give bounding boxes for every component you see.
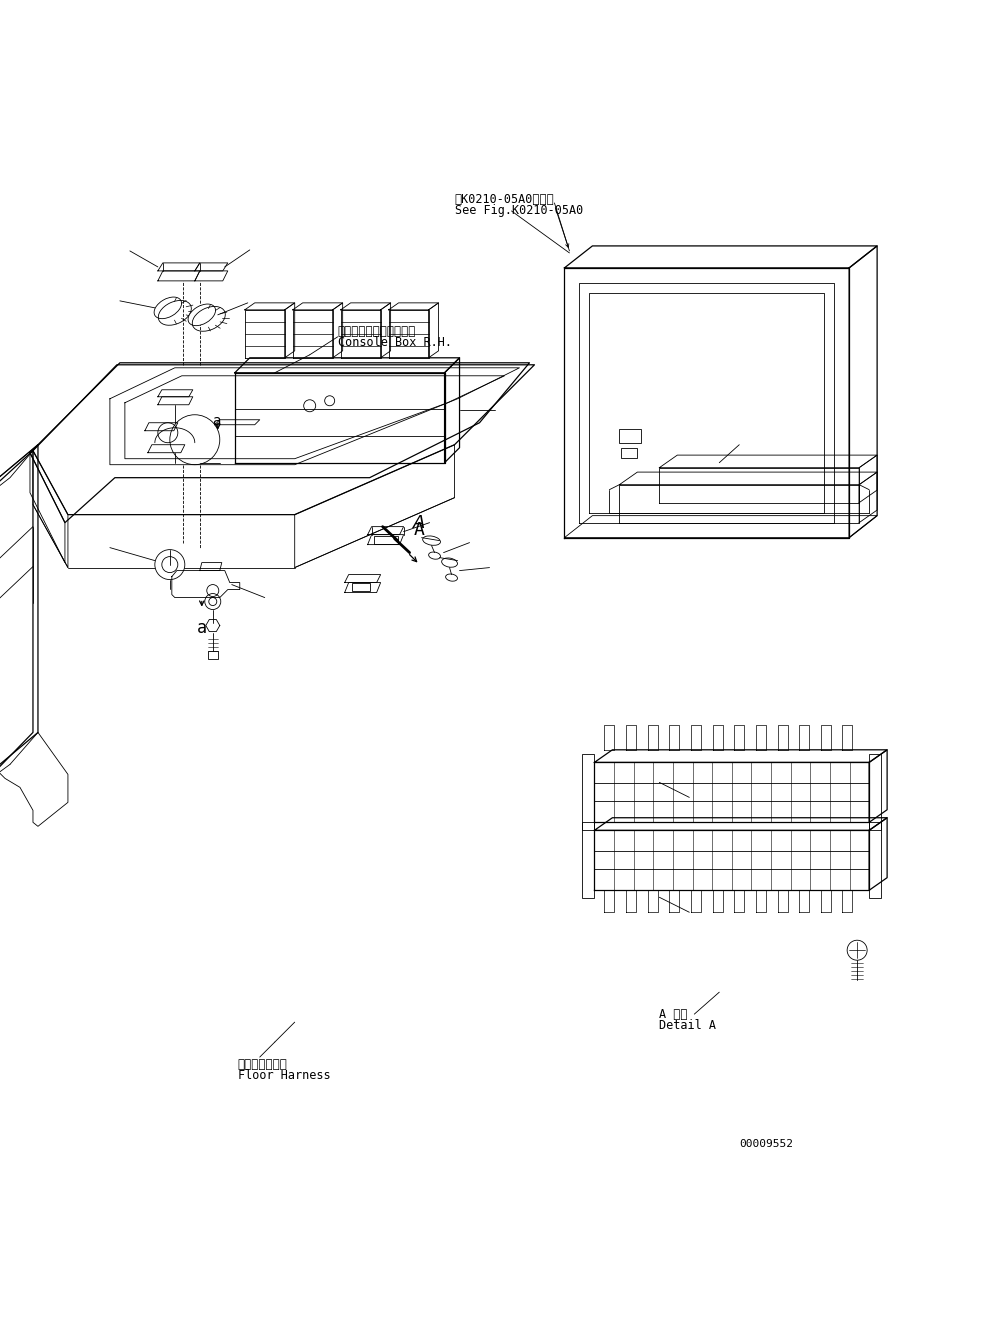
Polygon shape xyxy=(734,725,744,750)
Polygon shape xyxy=(842,890,852,912)
Polygon shape xyxy=(594,818,887,831)
Bar xyxy=(208,651,218,659)
Polygon shape xyxy=(30,453,65,563)
Polygon shape xyxy=(604,725,614,750)
Polygon shape xyxy=(659,468,859,502)
Polygon shape xyxy=(389,310,429,358)
Bar xyxy=(582,823,594,898)
Polygon shape xyxy=(869,818,887,890)
Text: コンソールボックス　右: コンソールボックス 右 xyxy=(338,326,416,338)
Polygon shape xyxy=(345,583,381,592)
Polygon shape xyxy=(849,246,877,538)
Text: a: a xyxy=(212,413,220,428)
Polygon shape xyxy=(626,890,636,912)
Text: A 詳細: A 詳細 xyxy=(659,1007,688,1020)
Polygon shape xyxy=(799,725,809,750)
Polygon shape xyxy=(368,534,404,545)
Text: See Fig.K0210-05A0: See Fig.K0210-05A0 xyxy=(455,204,582,217)
Text: 第K0210-05A0図参照: 第K0210-05A0図参照 xyxy=(455,193,554,207)
Polygon shape xyxy=(564,246,877,268)
Polygon shape xyxy=(712,725,722,750)
Polygon shape xyxy=(33,364,534,514)
Polygon shape xyxy=(594,831,869,890)
Ellipse shape xyxy=(154,297,182,318)
Polygon shape xyxy=(626,725,636,750)
Polygon shape xyxy=(669,725,679,750)
Polygon shape xyxy=(842,725,852,750)
Polygon shape xyxy=(734,890,744,912)
Polygon shape xyxy=(619,472,877,485)
Polygon shape xyxy=(245,310,285,358)
Polygon shape xyxy=(341,303,391,310)
Polygon shape xyxy=(341,310,381,358)
Polygon shape xyxy=(669,890,679,912)
Polygon shape xyxy=(148,445,185,453)
Polygon shape xyxy=(647,725,657,750)
Polygon shape xyxy=(30,363,529,522)
Polygon shape xyxy=(145,423,178,431)
Text: Console Box R.H.: Console Box R.H. xyxy=(338,337,452,350)
Polygon shape xyxy=(195,270,228,281)
Polygon shape xyxy=(594,750,887,762)
Polygon shape xyxy=(859,472,877,522)
Polygon shape xyxy=(821,725,831,750)
Polygon shape xyxy=(619,485,859,522)
Bar xyxy=(621,448,637,457)
Polygon shape xyxy=(799,890,809,912)
Polygon shape xyxy=(604,890,614,912)
Polygon shape xyxy=(756,890,766,912)
Polygon shape xyxy=(691,725,701,750)
Polygon shape xyxy=(295,445,455,567)
Polygon shape xyxy=(293,310,333,358)
Polygon shape xyxy=(821,890,831,912)
Bar xyxy=(869,754,881,831)
Polygon shape xyxy=(445,358,460,462)
Polygon shape xyxy=(389,303,439,310)
Bar xyxy=(352,583,370,591)
Polygon shape xyxy=(594,762,869,823)
Polygon shape xyxy=(777,890,787,912)
Text: フロアハーネス: フロアハーネス xyxy=(238,1057,288,1071)
Polygon shape xyxy=(158,270,200,281)
Polygon shape xyxy=(691,890,701,912)
Polygon shape xyxy=(172,571,240,598)
Text: Floor Harness: Floor Harness xyxy=(238,1068,331,1081)
Polygon shape xyxy=(0,445,38,768)
Text: Detail A: Detail A xyxy=(659,1019,716,1032)
Bar xyxy=(582,754,594,831)
Bar xyxy=(869,823,881,898)
Polygon shape xyxy=(777,725,787,750)
Polygon shape xyxy=(647,890,657,912)
Polygon shape xyxy=(756,725,766,750)
Polygon shape xyxy=(712,890,722,912)
Text: A: A xyxy=(415,521,425,539)
Bar xyxy=(619,429,641,443)
Polygon shape xyxy=(0,451,33,768)
Ellipse shape xyxy=(188,303,216,326)
Polygon shape xyxy=(564,268,849,538)
Bar xyxy=(374,535,398,543)
Polygon shape xyxy=(33,451,68,567)
Polygon shape xyxy=(659,454,877,468)
Polygon shape xyxy=(235,372,445,462)
Polygon shape xyxy=(293,303,343,310)
Polygon shape xyxy=(869,750,887,823)
Text: a: a xyxy=(197,619,207,636)
Polygon shape xyxy=(158,396,193,404)
Text: 00009552: 00009552 xyxy=(739,1140,793,1149)
Polygon shape xyxy=(235,358,460,372)
Text: A: A xyxy=(414,514,426,531)
Polygon shape xyxy=(245,303,295,310)
Circle shape xyxy=(155,550,185,579)
